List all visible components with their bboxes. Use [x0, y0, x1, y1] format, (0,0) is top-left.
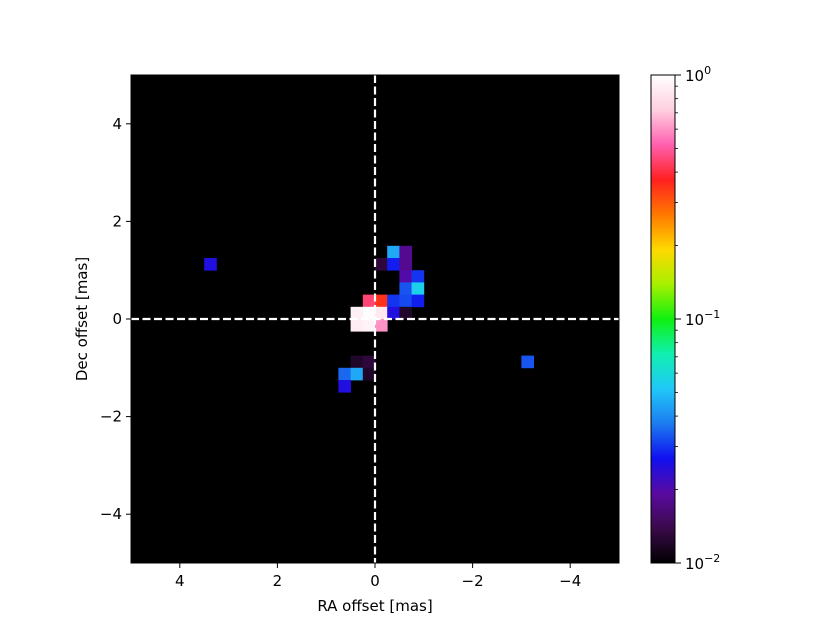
x-tick-label: −4: [559, 572, 581, 590]
x-tick-label: 2: [273, 572, 283, 590]
heatmap-pixel: [375, 306, 388, 320]
colorbar-tick-label: 10−1: [685, 308, 720, 329]
heatmap-pixel: [399, 282, 412, 295]
x-tick-label: −2: [462, 572, 484, 590]
heatmap-pixel: [399, 258, 412, 271]
colorbar-ticks: 100 10−1 10−2: [675, 64, 720, 573]
y-tick-label: −4: [100, 505, 122, 523]
y-tick-label: 4: [112, 115, 122, 133]
colorbar-tick-label: 100: [685, 64, 711, 85]
heatmap-pixels: [204, 245, 534, 393]
heatmap-pixel: [411, 282, 425, 295]
heatmap-pixel: [387, 245, 400, 259]
heatmap-pixel: [521, 355, 534, 369]
heatmap-pixel: [387, 294, 400, 308]
heatmap-pixel: [399, 306, 412, 320]
x-tick-label: 4: [175, 572, 185, 590]
heatmap-pixel: [375, 294, 388, 308]
heatmap-pixel: [375, 258, 388, 271]
heatmap-pixel: [338, 380, 351, 393]
heatmap-pixel: [375, 319, 388, 332]
heatmap-pixel: [362, 355, 376, 369]
heatmap-pixel: [362, 367, 376, 381]
x-axis: 4 2 0 −2 −4: [175, 563, 581, 590]
heatmap-pixel: [362, 319, 376, 332]
heatmap-pixel: [362, 294, 376, 308]
y-tick-label: 2: [112, 212, 122, 230]
heatmap-pixel: [399, 294, 412, 308]
heatmap-pixel: [411, 294, 425, 308]
heatmap-pixel: [399, 270, 412, 283]
y-tick-label: 0: [112, 310, 122, 328]
heatmap-pixel: [387, 258, 400, 271]
heatmap-pixel: [350, 367, 364, 381]
heatmap-pixel: [350, 306, 364, 320]
y-axis: 4 2 0 −2 −4: [100, 115, 131, 523]
plot-area: [130, 74, 620, 564]
heatmap-pixel: [411, 270, 425, 283]
colorbar: 100 10−1 10−2: [650, 64, 720, 573]
heatmap-pixel: [362, 306, 376, 320]
heatmap-pixel: [399, 245, 412, 259]
heatmap-pixel: [350, 355, 364, 369]
heatmap-pixel: [350, 319, 364, 332]
colorbar-gradient: [650, 74, 676, 564]
colorbar-tick-label: 10−2: [685, 552, 720, 573]
y-tick-label: −2: [100, 408, 122, 426]
y-axis-label: Dec offset [mas]: [73, 257, 91, 381]
x-tick-label: 0: [370, 572, 380, 590]
heatmap-pixel: [204, 258, 217, 271]
heatmap-pixel: [338, 367, 351, 381]
heatmap-pixel: [387, 306, 400, 320]
x-axis-label: RA offset [mas]: [317, 597, 432, 615]
